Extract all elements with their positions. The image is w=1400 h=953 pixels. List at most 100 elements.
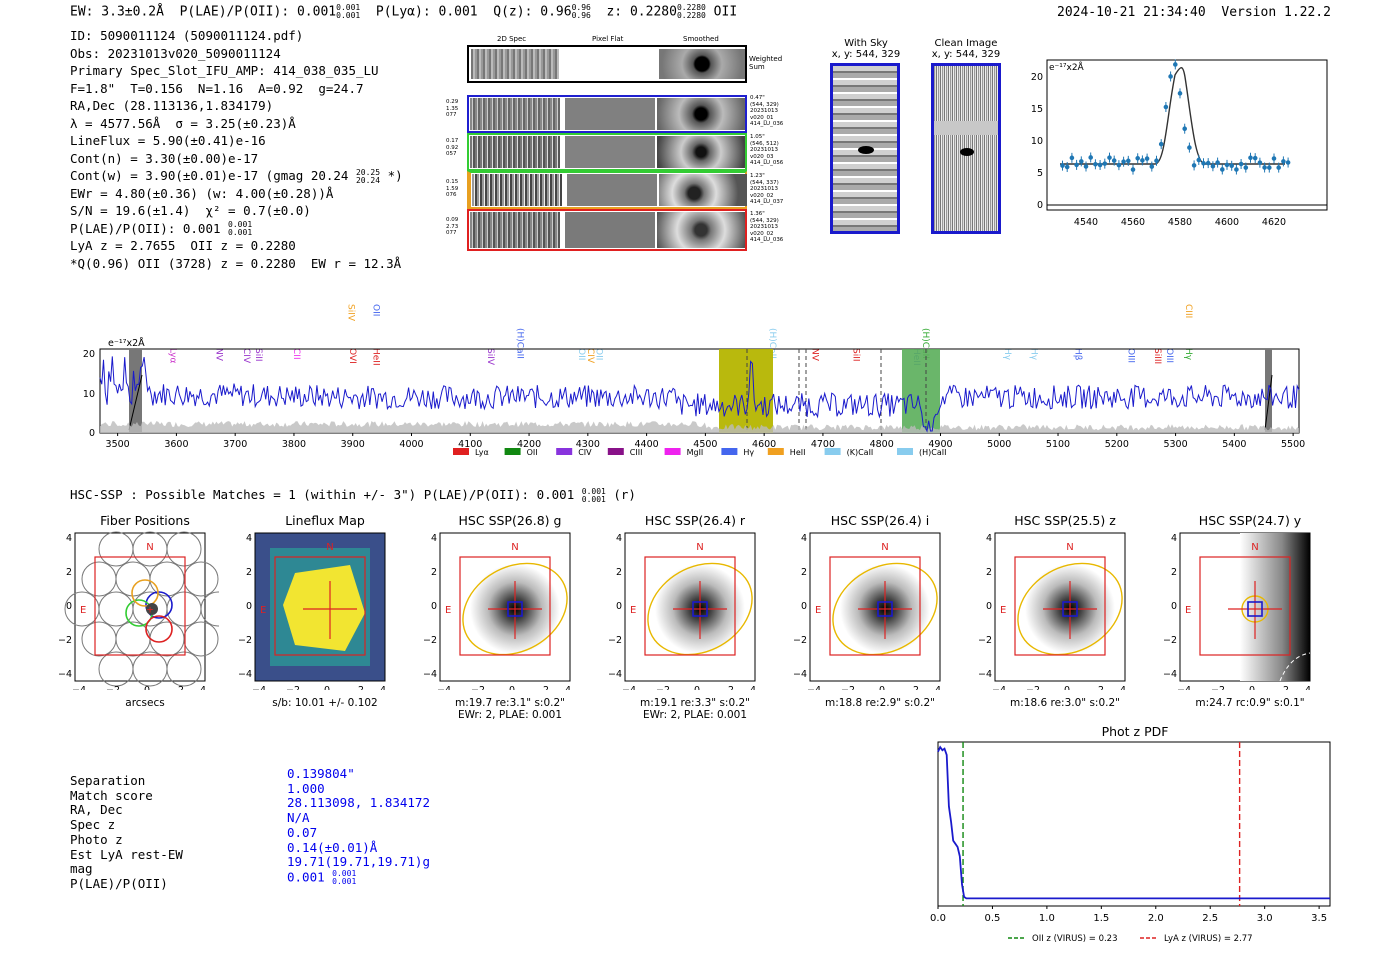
full-spectrum-plot: SiIILyαNVCIVSiIICIIOVIHeIISiIVOIISiIV(H)… bbox=[83, 304, 1305, 457]
zoom-point bbox=[1064, 164, 1070, 170]
clean-image-xy: x, y: 544, 329 bbox=[931, 49, 1001, 60]
spec2d-row bbox=[467, 133, 747, 171]
photz-pdf-plot: Phot z PDF 0.0 0.5 1.0 1.5 2.0 2.5 3.0 3.5 OII … bbox=[930, 724, 1331, 944]
cutout-xtick: −4 bbox=[1177, 685, 1191, 690]
info-plae-lo: 0.001 bbox=[228, 228, 253, 237]
cutout-xtick: −2 bbox=[656, 685, 670, 690]
catalog-square bbox=[877, 601, 893, 617]
catalog-square bbox=[507, 601, 523, 617]
cutout-xtick: 2 bbox=[913, 685, 919, 690]
cutout-xtick: 0 bbox=[1249, 685, 1255, 690]
spec2d-weighted-sum bbox=[467, 45, 747, 83]
spec2d-row-right-label: 1.05" (546, 512) 20231013 v020_03 414_LU… bbox=[750, 134, 784, 166]
cutout-ytick: 2 bbox=[246, 567, 252, 578]
zoom-point bbox=[1140, 158, 1145, 163]
info-cont-w-lo: 20.24 bbox=[355, 175, 381, 185]
y-band-gradient bbox=[1240, 533, 1310, 681]
mask-left bbox=[129, 349, 142, 433]
zoom-point bbox=[1243, 165, 1249, 170]
spectrum-yticks: 0 10 20 bbox=[83, 349, 95, 439]
line-label: NV bbox=[213, 348, 223, 362]
north-label: N bbox=[1066, 542, 1073, 553]
match-labels: Separation Match score RA, Dec Spec z Ph… bbox=[70, 773, 183, 892]
spectrum-xtick: 4700 bbox=[811, 439, 835, 450]
cutout-box bbox=[1014, 556, 1106, 656]
cutout-ytick: 0 bbox=[801, 601, 807, 612]
cutout-box bbox=[274, 556, 366, 656]
legend-swatch bbox=[824, 448, 841, 455]
zoom-point bbox=[1093, 161, 1098, 167]
zoom-plot-xticks: 4540 4560 4580 4600 4620 bbox=[1074, 217, 1286, 228]
match-value: 19.71(19.71,19.71)g bbox=[287, 854, 430, 870]
cutout-caption-line1: m:18.8 re:2.9" s:0.2" bbox=[825, 697, 935, 709]
zoom-ytick: 15 bbox=[1031, 104, 1043, 115]
photz-pdf-curve bbox=[937, 745, 1330, 900]
legend-swatch bbox=[607, 448, 624, 455]
zoom-plot-yticks: 0 5 10 15 20 bbox=[1031, 72, 1043, 211]
cutout-box bbox=[829, 556, 921, 656]
line-label: SiIV bbox=[485, 348, 495, 366]
spec2d-cell-smooth bbox=[659, 174, 747, 206]
cutout-ytick: 2 bbox=[801, 567, 807, 578]
spec2d-row-right-label: 1.36" (544, 329) 20231013 v020_02 414_LU… bbox=[750, 211, 784, 243]
zoom-point bbox=[1281, 159, 1286, 164]
cutout-caption-line1: s/b: 10.01 +/- 0.102 bbox=[272, 697, 378, 709]
zoom-point bbox=[1079, 159, 1084, 164]
spectrum-ylabel: e⁻¹⁷x2Å bbox=[108, 337, 145, 349]
spec2d-header-spec: 2D Spec bbox=[497, 35, 527, 43]
legend-swatch bbox=[721, 448, 738, 455]
spectrum-ytick: 10 bbox=[83, 389, 95, 400]
cutout-xtick: 4 bbox=[1305, 685, 1311, 690]
zoom-point bbox=[1276, 165, 1281, 170]
zoom-point bbox=[1220, 167, 1225, 172]
cutout-ytick: 4 bbox=[66, 533, 72, 544]
match-label: RA, Dec bbox=[70, 802, 123, 818]
line-label: (H)CaII bbox=[767, 328, 777, 359]
cutout-xtick: −4 bbox=[437, 685, 451, 690]
cutout-xtick: 0 bbox=[879, 685, 885, 690]
cutout-ytick: 2 bbox=[431, 567, 437, 578]
hsc-title-text: HSC-SSP : Possible Matches = 1 (within +… bbox=[70, 487, 575, 502]
cutout-xtick: −2 bbox=[1026, 685, 1040, 690]
line-label: Lyα bbox=[168, 348, 178, 364]
spectrum-frame bbox=[99, 348, 1300, 434]
clean-image-source bbox=[960, 148, 974, 156]
catalog-square bbox=[1247, 601, 1263, 617]
line-label: OII bbox=[576, 348, 586, 360]
info-line: Cont(n) = 3.30(±0.00)e-17 bbox=[70, 150, 259, 166]
cutout-xtick: −4 bbox=[992, 685, 1006, 690]
info-cont-w: Cont(w) = 3.90(±0.01)e-17 (gmag 20.24 20… bbox=[70, 167, 403, 185]
cutout-xtick: 4 bbox=[1120, 685, 1126, 690]
zoom-point bbox=[1234, 167, 1239, 172]
cutout-xtick: −2 bbox=[471, 685, 485, 690]
cutout-caption-line1: m:24.7 rc:0.9" s:0.1" bbox=[1195, 697, 1305, 709]
cutout-caption-line1: arcsecs bbox=[125, 697, 165, 709]
cutout-xtick: 2 bbox=[1283, 685, 1289, 690]
zoom-point bbox=[1262, 165, 1267, 170]
cutout-xtick: 2 bbox=[728, 685, 734, 690]
cutout-caption: m:19.1 re:3.3" s:0.2" EWr: 2, PLAE: 0.001 bbox=[605, 697, 785, 721]
cutout-title: HSC SSP(26.4) i bbox=[830, 513, 930, 528]
spec2d-row bbox=[467, 171, 747, 209]
zoom-point bbox=[1097, 162, 1103, 168]
fiber-circle bbox=[81, 561, 117, 597]
fiber-circle bbox=[166, 531, 202, 567]
cutout-ytick: 4 bbox=[431, 533, 437, 544]
spectrum-ytick: 0 bbox=[89, 428, 95, 439]
fiber-circle bbox=[64, 591, 100, 627]
spec2d-weighted-spec bbox=[471, 49, 559, 79]
spec2d-weighted-smooth bbox=[659, 49, 745, 79]
info-line: λ = 4577.56Å σ = 3.25(±0.23)Å bbox=[70, 115, 296, 131]
line-label: OVI bbox=[347, 348, 357, 364]
spec2d-row-left-label: 0.09 2.73 077 bbox=[446, 217, 459, 236]
info-cont-w-text: Cont(w) = 3.90(±0.01)e-17 (gmag 20.24 bbox=[70, 168, 349, 183]
zoom-plot-ylabel: e⁻¹⁷x2Å bbox=[1049, 61, 1085, 73]
zoom-plot-frame bbox=[1046, 59, 1328, 211]
line-label: OIII bbox=[1126, 348, 1136, 363]
catalog-square bbox=[1062, 601, 1078, 617]
hsc-title-end: (r) bbox=[605, 487, 636, 502]
match-label: Match score bbox=[70, 787, 153, 803]
fiber-circle bbox=[98, 531, 134, 567]
spec2d-cell-spec bbox=[470, 212, 560, 248]
line-label: CIV bbox=[241, 348, 251, 364]
